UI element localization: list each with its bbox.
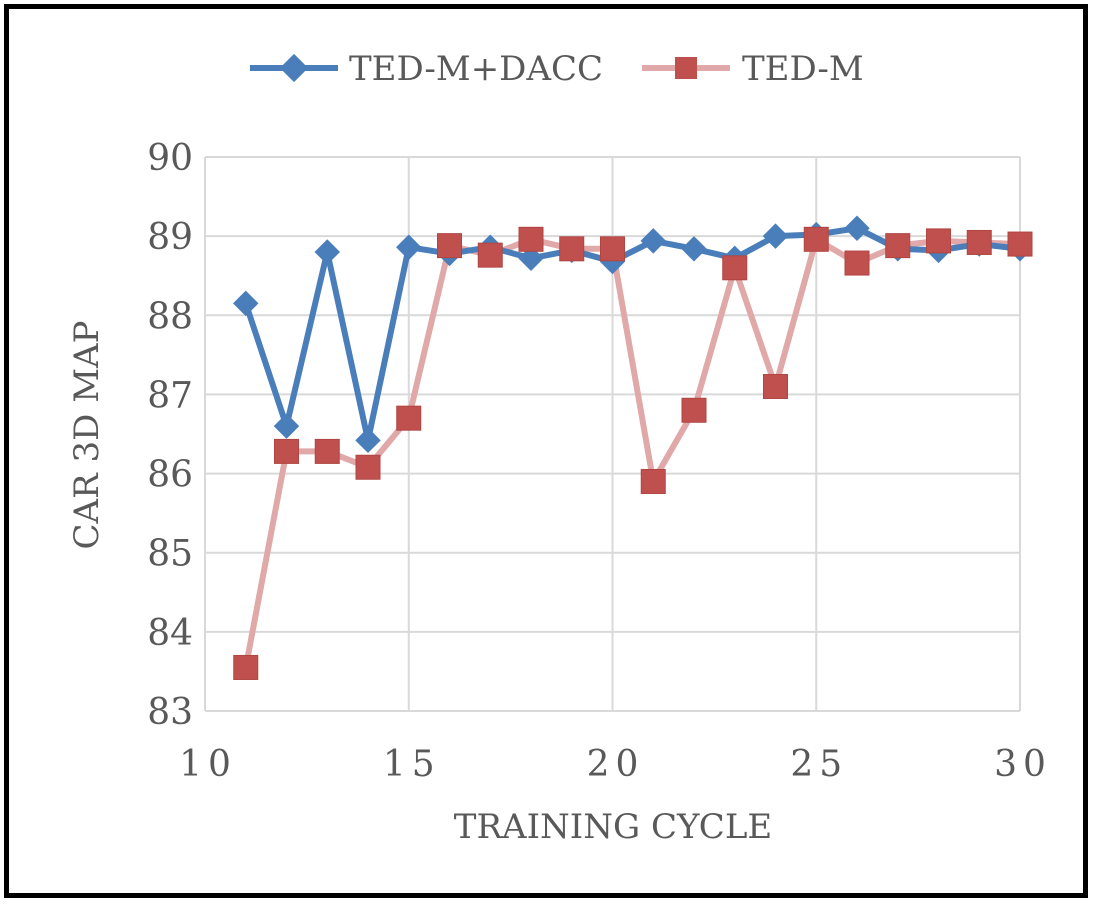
point-ted-m	[640, 468, 666, 494]
point-ted-m	[600, 236, 625, 262]
point-ted-m	[844, 250, 870, 276]
x-tick-label: 30	[994, 744, 1052, 785]
legend-label-ted-m-dacc: TED-M+DACC	[349, 49, 603, 89]
point-ted-m-dacc	[844, 215, 870, 241]
point-ted-m-dacc	[396, 234, 422, 260]
legend-marker-ted-m	[675, 57, 697, 79]
y-tick-label: 88	[147, 296, 193, 337]
legend-item-ted-m-dacc: TED-M+DACC	[250, 49, 603, 89]
point-ted-m-dacc	[640, 228, 666, 254]
legend-label-ted-m: TED-M	[742, 49, 864, 89]
y-axis-ticks: 83 84 85 86 87 88 89 90	[147, 138, 193, 733]
point-ted-m	[233, 654, 259, 680]
x-axis-ticks: 10 15 20 25 30	[179, 744, 1052, 785]
point-ted-m	[477, 242, 503, 268]
point-ted-m	[559, 236, 585, 262]
point-ted-m-dacc	[681, 236, 707, 262]
x-tick-label: 25	[790, 744, 848, 785]
point-ted-m	[722, 255, 748, 281]
legend: TED-M+DACC TED-M	[250, 49, 864, 89]
legend-item-ted-m: TED-M	[642, 49, 864, 89]
point-ted-m-dacc	[355, 427, 381, 454]
y-tick-label: 84	[147, 613, 193, 654]
point-ted-m	[355, 454, 381, 480]
legend-marker-ted-m-dacc	[279, 53, 309, 83]
y-axis-title: CAR 3D MAP	[67, 321, 107, 550]
point-ted-m	[437, 233, 462, 259]
y-tick-label: 90	[147, 138, 193, 179]
point-ted-m-dacc	[762, 223, 789, 249]
point-ted-m	[274, 438, 299, 464]
y-tick-label: 87	[147, 375, 193, 416]
point-ted-m-dacc	[233, 290, 259, 317]
series-line-ted-m	[242, 236, 1021, 669]
x-tick-label: 10	[179, 744, 237, 785]
point-ted-m	[926, 228, 951, 254]
x-tick-label: 20	[587, 744, 645, 785]
x-axis-title: TRAINING CYCLE	[454, 807, 772, 847]
point-ted-m	[966, 229, 992, 255]
point-ted-m-dacc	[273, 413, 300, 439]
y-tick-label: 85	[147, 534, 193, 575]
point-ted-m	[396, 405, 422, 431]
y-tick-label: 89	[147, 217, 193, 258]
point-ted-m	[1007, 231, 1033, 257]
point-ted-m	[803, 226, 829, 252]
point-ted-m-dacc	[518, 245, 544, 272]
point-ted-m	[763, 374, 788, 400]
series-group	[233, 215, 1033, 680]
y-tick-label: 83	[147, 692, 193, 733]
x-tick-label: 15	[383, 744, 441, 785]
point-ted-m-dacc	[314, 239, 340, 265]
chart-frame	[4, 4, 1088, 898]
y-tick-label: 86	[147, 455, 193, 496]
point-ted-m	[314, 438, 340, 464]
series-line-ted-m-dacc	[242, 225, 1021, 444]
point-ted-m	[681, 397, 707, 423]
point-ted-m	[518, 226, 544, 252]
point-ted-m	[885, 233, 911, 259]
